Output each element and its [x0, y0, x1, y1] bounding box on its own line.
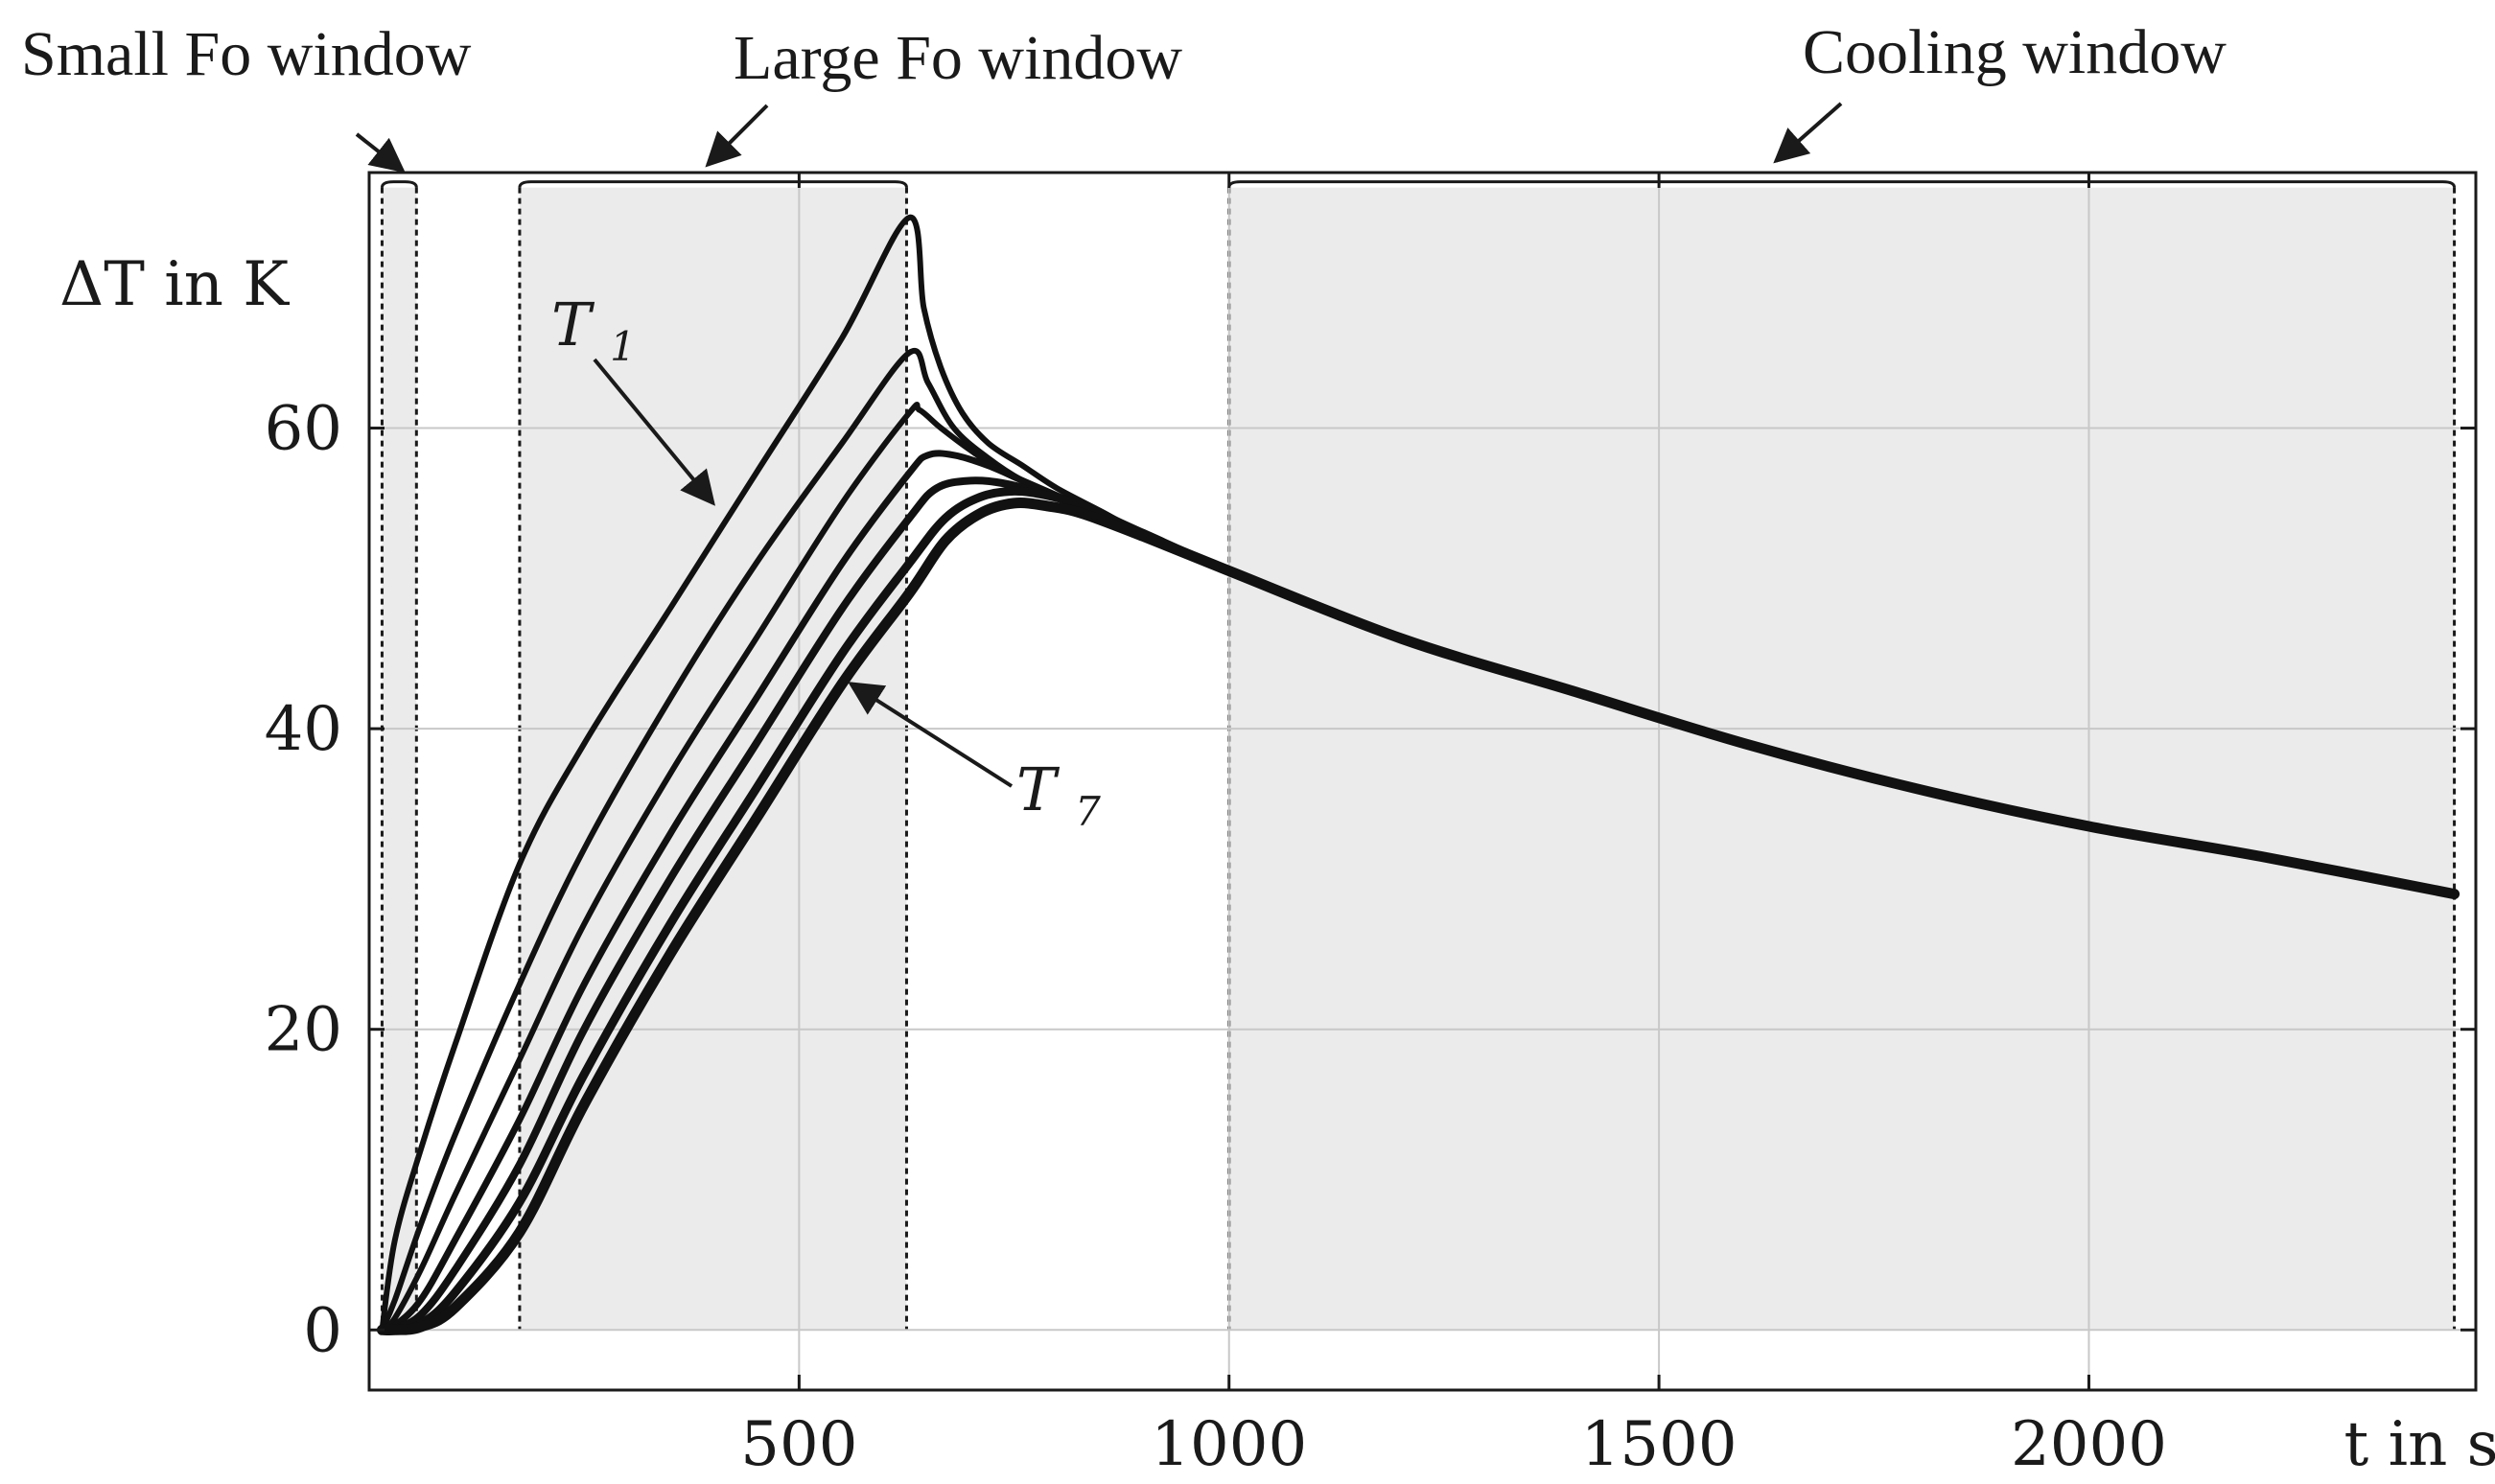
x-tick-label-2: 1500	[1581, 1409, 1737, 1480]
large-fo-arrow	[705, 104, 769, 168]
y-tick-label-1: 20	[265, 995, 342, 1066]
window-bracket-0	[380, 180, 418, 188]
t7-subscript: 7	[1075, 788, 1101, 835]
annotation-arrows	[355, 102, 1843, 788]
window-shading	[380, 187, 2457, 1331]
y-axis-label: ΔT in K	[59, 249, 290, 320]
grid	[369, 173, 2476, 1390]
axis-ticks: 500 1000 1500 2000 0 20 40 60	[265, 173, 2476, 1480]
window-top-brackets	[380, 180, 2457, 188]
x-tick-label-3: 2000	[2011, 1409, 2167, 1480]
y-tick-label-2: 40	[265, 694, 342, 765]
series-lines	[377, 215, 2460, 1336]
t7-name: T	[1016, 754, 1061, 824]
y-tick-label-3: 60	[265, 394, 342, 465]
t1-arrow	[593, 358, 715, 506]
small-fo-arrow	[355, 132, 406, 174]
x-axis-label: t in s	[2344, 1409, 2495, 1480]
t7-series-label: T 7	[1016, 754, 1101, 835]
cooling-arrow	[1773, 102, 1843, 164]
small-fo-window-label: Small Fo window	[21, 19, 472, 89]
t1-series-label: T 1	[551, 290, 636, 370]
window-bracket-2	[1227, 180, 2457, 188]
cooling-window-label: Cooling window	[1803, 17, 2227, 87]
y-tick-label-0: 0	[303, 1295, 342, 1366]
window-shade-1	[519, 187, 907, 1331]
large-fo-window-label: Large Fo window	[734, 23, 1182, 93]
window-bracket-1	[518, 180, 908, 188]
t1-subscript: 1	[610, 323, 636, 370]
x-tick-label-0: 500	[740, 1409, 857, 1480]
window-shade-0	[382, 187, 417, 1331]
t1-name: T	[551, 290, 595, 359]
x-tick-label-1: 1000	[1151, 1409, 1307, 1480]
series-line-t7	[377, 498, 2460, 1336]
plot-frame	[367, 171, 2478, 1392]
t7-arrow	[848, 682, 1014, 788]
window-shade-2	[1228, 187, 2455, 1331]
